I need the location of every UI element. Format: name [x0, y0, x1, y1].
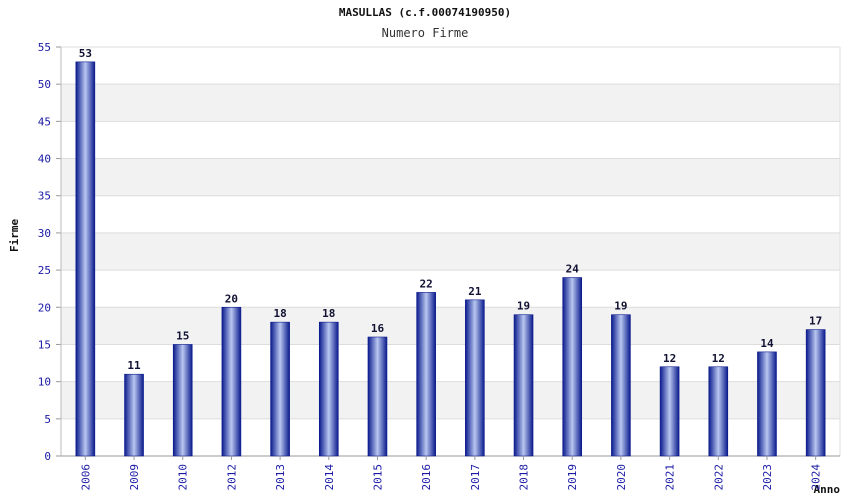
grid-band: [61, 158, 840, 196]
bar-value-label: 18: [322, 307, 335, 320]
chart-title: MASULLAS (c.f.00074190950): [338, 6, 512, 19]
x-tick-label: 2024: [810, 464, 823, 491]
bar: [465, 299, 485, 457]
bar-value-label: 14: [760, 337, 774, 350]
bar-value-label: 24: [566, 263, 580, 276]
bar: [124, 373, 144, 457]
x-tick-label: 2014: [323, 464, 336, 491]
y-tick-label: 15: [38, 338, 51, 351]
y-tick-label: 30: [38, 227, 51, 240]
y-tick-label: 45: [38, 115, 51, 128]
bar: [757, 351, 777, 457]
bar: [513, 314, 534, 457]
bar: [708, 366, 729, 457]
x-tick-label: 2006: [79, 464, 92, 491]
x-tick-label: 2017: [469, 464, 482, 491]
bar: [659, 366, 680, 457]
bar-value-label: 12: [663, 352, 676, 365]
y-tick-label: 50: [38, 78, 51, 91]
y-tick-label: 40: [38, 153, 51, 166]
bar-value-label: 53: [79, 47, 92, 60]
y-tick-label: 55: [38, 41, 51, 54]
bar: [75, 61, 96, 457]
bar-value-label: 19: [614, 300, 627, 313]
bar: [172, 344, 193, 457]
bar: [416, 292, 436, 457]
bar-value-label: 22: [420, 277, 433, 290]
y-tick-label: 0: [44, 450, 51, 463]
x-tick-label: 2012: [225, 464, 238, 491]
x-tick-label: 2013: [274, 464, 287, 491]
bar-value-label: 12: [712, 352, 725, 365]
y-tick-label: 35: [38, 190, 51, 203]
bar: [562, 277, 583, 457]
bar-value-label: 11: [127, 359, 141, 372]
x-axis-label: Anno: [813, 483, 841, 496]
grid-band: [61, 84, 840, 122]
x-tick-label: 2022: [712, 464, 725, 491]
bar: [367, 336, 388, 457]
x-tick-label: 2018: [518, 464, 531, 491]
bar: [318, 321, 339, 457]
x-tick-label: 2010: [177, 464, 190, 491]
bar: [221, 306, 242, 457]
bar-value-label: 17: [809, 315, 822, 328]
x-tick-label: 2016: [420, 464, 433, 491]
y-tick-label: 5: [44, 413, 51, 426]
y-tick-label: 10: [38, 376, 51, 389]
bar: [270, 321, 290, 457]
bar-value-label: 19: [517, 300, 530, 313]
bar-value-label: 18: [273, 307, 286, 320]
y-tick-label: 20: [38, 301, 51, 314]
grid-band: [61, 232, 840, 271]
bar: [611, 314, 631, 457]
x-tick-label: 2021: [664, 464, 677, 491]
bar-value-label: 20: [225, 292, 238, 305]
bar-value-label: 16: [371, 322, 385, 335]
x-tick-label: 2009: [128, 464, 141, 491]
bar-value-label: 15: [176, 329, 189, 342]
grid-band: [61, 307, 840, 345]
x-tick-label: 2015: [371, 464, 384, 491]
x-tick-label: 2020: [615, 464, 628, 491]
chart-subtitle: Numero Firme: [381, 26, 469, 40]
x-tick-label: 2023: [761, 464, 774, 491]
bar: [805, 329, 826, 457]
bar-value-label: 21: [468, 285, 482, 298]
x-tick-label: 2019: [566, 464, 579, 491]
y-tick-label: 25: [38, 264, 51, 277]
